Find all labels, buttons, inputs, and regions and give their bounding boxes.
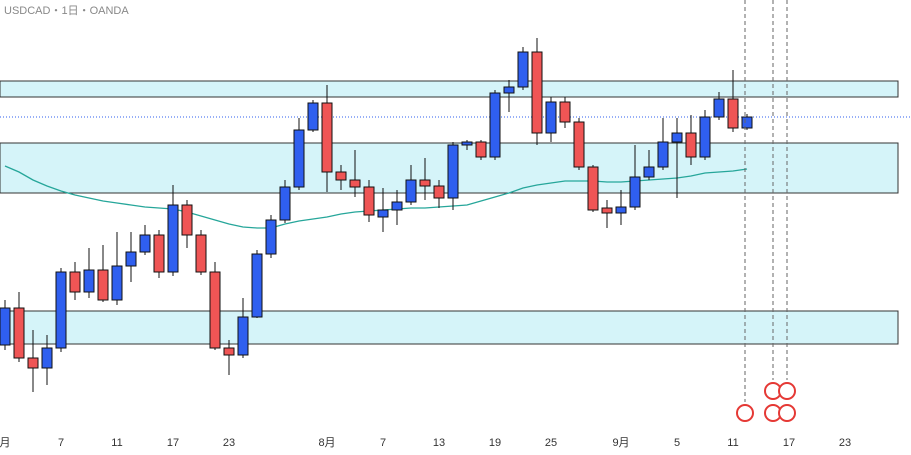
candle-body xyxy=(545,101,557,134)
candle-body xyxy=(69,271,81,293)
candles xyxy=(0,38,753,392)
zones xyxy=(0,80,911,345)
candle-body xyxy=(461,141,473,146)
x-tick-label: 17 xyxy=(783,437,795,449)
candle-body xyxy=(377,209,389,218)
zone xyxy=(0,310,899,345)
x-tick-label: 19 xyxy=(489,437,501,449)
flag-icon[interactable] xyxy=(736,404,754,422)
x-tick-label: 月 xyxy=(0,437,11,449)
candle-body xyxy=(251,253,263,318)
candle-body xyxy=(139,234,151,253)
candle-body xyxy=(181,204,193,236)
x-tick-label: 11 xyxy=(111,437,122,449)
candle-body xyxy=(587,166,599,211)
candle-body xyxy=(83,269,95,293)
candle-body xyxy=(13,307,25,359)
candle-body xyxy=(27,357,39,369)
x-tick-label: 23 xyxy=(223,437,235,449)
candle-body xyxy=(503,86,515,94)
x-tick-label: 17 xyxy=(167,437,179,449)
event-markers xyxy=(736,0,796,422)
candle-body xyxy=(97,269,109,301)
candle-body xyxy=(727,98,739,129)
x-tick-label: 23 xyxy=(839,437,851,449)
candle-body xyxy=(321,102,333,173)
candle-body xyxy=(41,347,53,369)
flag-icon[interactable] xyxy=(778,404,796,422)
flag-icon[interactable] xyxy=(778,382,796,400)
candle-body xyxy=(573,121,585,168)
candle-body xyxy=(531,51,543,134)
x-tick-label: 25 xyxy=(545,437,557,449)
candle-body xyxy=(349,179,361,188)
candle-body xyxy=(265,219,277,255)
x-tick-label: 11 xyxy=(727,437,738,449)
candle-body xyxy=(405,179,417,203)
x-tick-label: 13 xyxy=(433,437,445,449)
candle-body xyxy=(643,166,655,178)
candle-body xyxy=(209,271,221,349)
candle-body xyxy=(517,51,529,88)
candle-body xyxy=(223,347,235,356)
candle-body xyxy=(419,179,431,187)
x-tick-label: 9月 xyxy=(612,437,629,449)
candle-body xyxy=(447,144,459,199)
candle-body xyxy=(391,201,403,211)
candle-body xyxy=(167,204,179,273)
candle-body xyxy=(125,251,137,267)
chart-title: USDCAD・1日・OANDA xyxy=(4,5,129,17)
x-tick-label: 5 xyxy=(674,437,680,449)
candle-body xyxy=(111,265,123,301)
candle-body xyxy=(489,92,501,158)
x-tick-label: 7 xyxy=(380,437,386,449)
candle-body xyxy=(657,141,669,168)
candle-body xyxy=(153,234,165,273)
candle-body xyxy=(307,102,319,131)
candle-body xyxy=(671,132,683,143)
candle-body xyxy=(699,116,711,158)
candle-body xyxy=(433,185,445,199)
candle-body xyxy=(237,316,249,356)
zone xyxy=(0,80,899,98)
candle-body xyxy=(293,129,305,188)
candle-body xyxy=(741,116,753,129)
candle-body xyxy=(629,176,641,208)
candle-body xyxy=(559,101,571,123)
candle-body xyxy=(615,206,627,214)
candle-body xyxy=(0,307,11,346)
candle-body xyxy=(279,186,291,221)
candle-body xyxy=(55,271,67,349)
x-tick-label: 8月 xyxy=(318,437,335,449)
candle-body xyxy=(685,132,697,158)
moving-average xyxy=(4,165,748,229)
candle-body xyxy=(195,234,207,273)
x-tick-label: 7 xyxy=(58,437,64,449)
candle-body xyxy=(475,141,487,158)
candle-body xyxy=(335,171,347,181)
candle-body xyxy=(363,186,375,216)
candle-body xyxy=(601,207,613,214)
candle-body xyxy=(713,98,725,118)
